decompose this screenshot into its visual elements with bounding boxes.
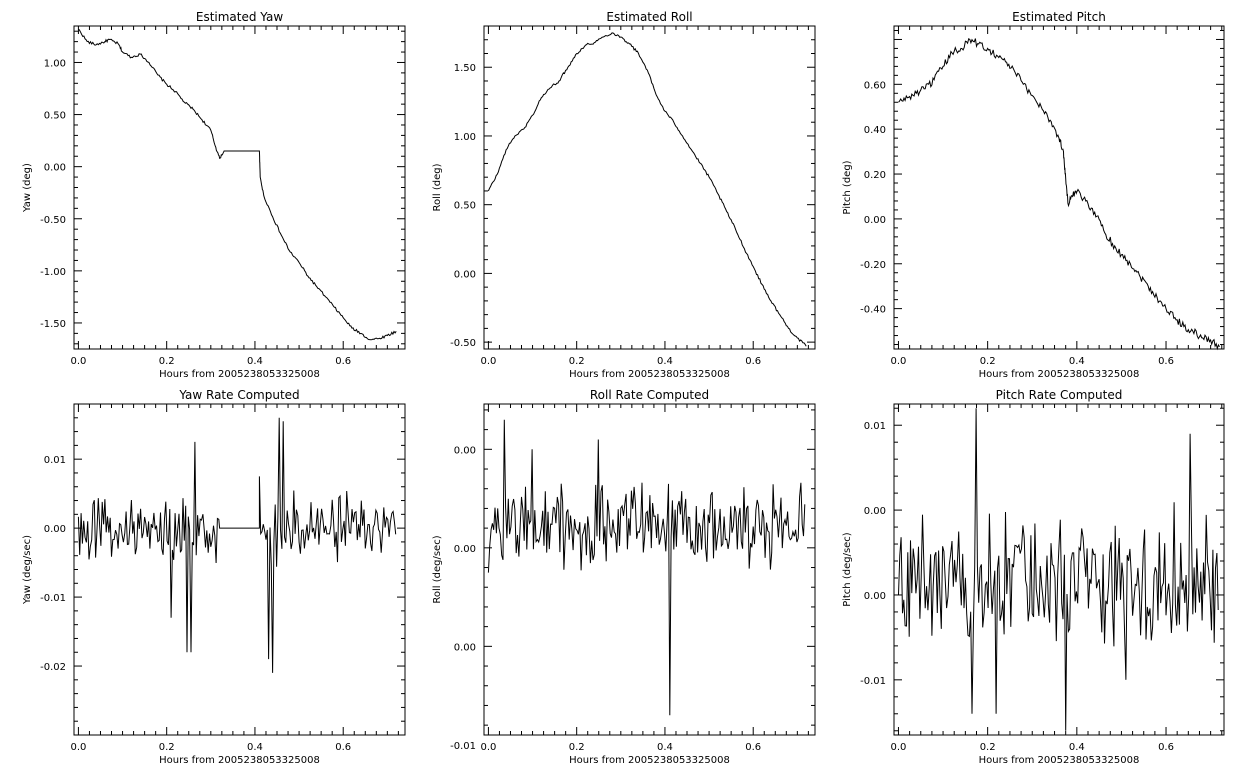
x-tick-label: 0.4: [657, 742, 673, 753]
x-axis-label: Hours from 2005238053325008: [569, 755, 730, 766]
y-tick-label: 0.40: [864, 125, 886, 136]
x-tick-label: 0.2: [980, 356, 996, 367]
chart-title: Yaw Rate Computed: [178, 388, 299, 402]
series-line: [487, 32, 807, 347]
y-tick-label: -0.50: [450, 338, 476, 349]
y-tick-label: 0.60: [864, 80, 886, 91]
x-axis-label: Hours from 2005238053325008: [159, 369, 320, 380]
y-tick-label: -1.50: [40, 319, 66, 330]
y-tick-label: 0.00: [44, 163, 66, 174]
chart-title: Estimated Roll: [606, 10, 692, 24]
y-tick-label: -0.20: [860, 260, 886, 271]
plot-frame: [483, 403, 816, 736]
x-tick-label: 0.6: [745, 742, 761, 753]
x-tick-label: 0.0: [480, 356, 496, 367]
y-tick-label: -0.01: [450, 741, 476, 752]
x-tick-label: 0.2: [159, 742, 175, 753]
y-tick-label: 1.50: [454, 63, 476, 74]
chart-panel-4: Yaw Rate Computed Hours from 200523805332…: [22, 388, 406, 766]
x-tick-label: 0.4: [657, 356, 673, 367]
y-tick-label: 0.50: [454, 201, 476, 212]
chart-panel-1: Estimated Yaw Hours from 2005238053325008…: [22, 10, 406, 380]
chart-title: Pitch Rate Computed: [996, 388, 1123, 402]
x-axis-label: Hours from 2005238053325008: [159, 755, 320, 766]
x-tick-label: 0.0: [891, 742, 907, 753]
plot-frame: [893, 25, 1225, 350]
x-axis-label: Hours from 2005238053325008: [979, 369, 1140, 380]
x-tick-label: 0.2: [159, 356, 175, 367]
x-tick-label: 0.2: [569, 742, 585, 753]
x-tick-label: 0.2: [980, 742, 996, 753]
x-axis-label: Hours from 2005238053325008: [979, 755, 1140, 766]
y-tick-label: 1.00: [454, 132, 476, 143]
y-axis-label: Yaw (deg): [22, 163, 33, 213]
x-tick-label: 0.6: [1158, 742, 1174, 753]
y-tick-label: 0.01: [44, 455, 66, 466]
y-tick-label: 0.00: [864, 215, 886, 226]
y-tick-label: 0.00: [454, 544, 476, 555]
series-line: [78, 28, 397, 341]
chart-title: Estimated Pitch: [1012, 10, 1106, 24]
plot-frame: [73, 403, 406, 736]
y-tick-label: 0.00: [454, 642, 476, 653]
x-tick-label: 0.4: [247, 356, 263, 367]
y-tick-label: -0.01: [40, 593, 66, 604]
x-tick-label: 0.4: [1069, 356, 1085, 367]
x-tick-label: 0.6: [335, 356, 351, 367]
y-tick-label: 0.00: [864, 506, 886, 517]
y-tick-label: -0.01: [860, 676, 886, 687]
y-axis-label: Pitch (deg): [842, 160, 853, 214]
x-tick-label: 0.0: [891, 356, 907, 367]
x-tick-label: 0.0: [70, 742, 86, 753]
chart-title: Roll Rate Computed: [590, 388, 709, 402]
chart-title: Estimated Yaw: [196, 10, 283, 24]
chart-panel-5: Roll Rate Computed Hours from 20052380533…: [432, 388, 816, 766]
chart-panel-6: Pitch Rate Computed Hours from 2005238053…: [842, 388, 1225, 766]
x-tick-label: 0.6: [745, 356, 761, 367]
y-tick-label: 0.00: [454, 445, 476, 456]
plot-frame: [73, 25, 406, 350]
series-line: [898, 408, 1219, 731]
y-axis-label: Pitch (deg/sec): [842, 532, 853, 607]
y-tick-label: 0.50: [44, 111, 66, 122]
y-tick-label: 0.20: [864, 170, 886, 181]
y-tick-label: 0.00: [44, 524, 66, 535]
y-tick-label: 0.01: [864, 421, 886, 432]
y-tick-label: -0.50: [40, 215, 66, 226]
y-tick-label: -1.00: [40, 267, 66, 278]
x-tick-label: 0.6: [335, 742, 351, 753]
y-axis-label: Yaw (deg/sec): [22, 535, 33, 605]
x-tick-label: 0.2: [569, 356, 585, 367]
chart-panel-3: Estimated Pitch Hours from 20052380533250…: [842, 10, 1225, 380]
x-tick-label: 0.0: [70, 356, 86, 367]
plot-frame: [483, 25, 816, 350]
y-axis-label: Roll (deg/sec): [432, 535, 443, 603]
series-line: [487, 419, 806, 716]
chart-panel-2: Estimated Roll Hours from 200523805332500…: [432, 10, 816, 380]
y-axis-label: Roll (deg): [432, 163, 443, 211]
x-axis-label: Hours from 2005238053325008: [569, 369, 730, 380]
x-tick-label: 0.4: [247, 742, 263, 753]
y-tick-label: -0.40: [860, 305, 886, 316]
x-tick-label: 0.0: [480, 742, 496, 753]
y-tick-label: 0.00: [454, 269, 476, 280]
y-tick-label: 0.00: [864, 591, 886, 602]
series-line: [77, 417, 397, 673]
y-tick-label: -0.02: [40, 662, 66, 673]
x-tick-label: 0.4: [1069, 742, 1085, 753]
x-tick-label: 0.6: [1158, 356, 1174, 367]
plot-frame: [893, 403, 1225, 736]
y-tick-label: 1.00: [44, 58, 66, 69]
series-line: [898, 38, 1220, 351]
